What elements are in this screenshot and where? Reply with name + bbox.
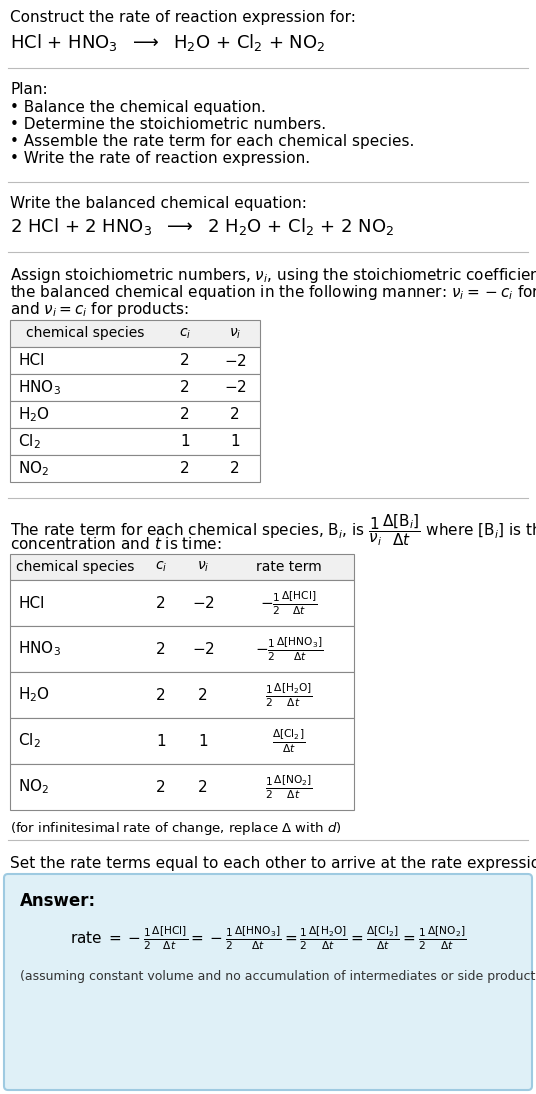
Text: $-\frac{1}{2}\frac{\Delta[\mathrm{HCl}]}{\Delta t}$: $-\frac{1}{2}\frac{\Delta[\mathrm{HCl}]}…: [260, 590, 318, 617]
Text: • Assemble the rate term for each chemical species.: • Assemble the rate term for each chemic…: [10, 133, 414, 149]
Text: • Determine the stoichiometric numbers.: • Determine the stoichiometric numbers.: [10, 117, 326, 132]
Text: Answer:: Answer:: [20, 892, 96, 910]
Bar: [10, 321, 260, 347]
Text: 1: 1: [230, 434, 240, 449]
Text: HCl: HCl: [18, 595, 44, 610]
Bar: [10, 626, 354, 672]
Text: $-\frac{1}{2}\frac{\Delta[\mathrm{HNO_3}]}{\Delta t}$: $-\frac{1}{2}\frac{\Delta[\mathrm{HNO_3}…: [255, 636, 323, 663]
Text: 2: 2: [156, 641, 166, 656]
Text: H$_2$O: H$_2$O: [18, 405, 50, 423]
Text: Construct the rate of reaction expression for:: Construct the rate of reaction expressio…: [10, 10, 356, 25]
Text: • Write the rate of reaction expression.: • Write the rate of reaction expression.: [10, 151, 310, 166]
Text: $\nu_i$: $\nu_i$: [197, 560, 209, 574]
Bar: [10, 672, 354, 718]
Bar: [10, 455, 260, 482]
Text: $\frac{1}{2}\frac{\Delta[\mathrm{H_2O}]}{\Delta t}$: $\frac{1}{2}\frac{\Delta[\mathrm{H_2O}]}…: [265, 682, 313, 709]
Text: Cl$_2$: Cl$_2$: [18, 432, 41, 451]
Text: $-2$: $-2$: [224, 352, 247, 369]
Text: 2: 2: [156, 595, 166, 610]
Text: the balanced chemical equation in the following manner: $\nu_i = -c_i$ for react: the balanced chemical equation in the fo…: [10, 283, 536, 302]
Text: $c_i$: $c_i$: [155, 560, 167, 574]
Text: $\frac{1}{2}\frac{\Delta[\mathrm{NO_2}]}{\Delta t}$: $\frac{1}{2}\frac{\Delta[\mathrm{NO_2}]}…: [265, 773, 313, 801]
FancyBboxPatch shape: [4, 874, 532, 1090]
Text: HCl + HNO$_3$  $\longrightarrow$  H$_2$O + Cl$_2$ + NO$_2$: HCl + HNO$_3$ $\longrightarrow$ H$_2$O +…: [10, 32, 325, 53]
Text: • Balance the chemical equation.: • Balance the chemical equation.: [10, 100, 266, 115]
Text: chemical species: chemical species: [26, 326, 144, 340]
Text: $-2$: $-2$: [224, 380, 247, 396]
Bar: [10, 401, 260, 428]
Text: Set the rate terms equal to each other to arrive at the rate expression:: Set the rate terms equal to each other t…: [10, 856, 536, 871]
Text: NO$_2$: NO$_2$: [18, 459, 49, 478]
Text: HNO$_3$: HNO$_3$: [18, 640, 61, 659]
Text: $c_i$: $c_i$: [179, 326, 191, 340]
Text: rate term: rate term: [256, 560, 322, 574]
Text: Write the balanced chemical equation:: Write the balanced chemical equation:: [10, 196, 307, 211]
Bar: [10, 554, 354, 580]
Text: and $\nu_i = c_i$ for products:: and $\nu_i = c_i$ for products:: [10, 300, 189, 319]
Text: 2: 2: [180, 407, 190, 422]
Text: 1: 1: [198, 733, 208, 748]
Bar: [10, 374, 260, 401]
Text: $\frac{\Delta[\mathrm{Cl_2}]}{\Delta t}$: $\frac{\Delta[\mathrm{Cl_2}]}{\Delta t}$: [272, 728, 306, 755]
Text: HCl: HCl: [18, 353, 44, 368]
Text: 2: 2: [230, 461, 240, 476]
Text: (for infinitesimal rate of change, replace $\Delta$ with $d$): (for infinitesimal rate of change, repla…: [10, 820, 342, 837]
Text: $-2$: $-2$: [191, 641, 214, 657]
Bar: [10, 347, 260, 374]
Text: HNO$_3$: HNO$_3$: [18, 379, 61, 397]
Text: 2: 2: [180, 380, 190, 395]
Text: 2: 2: [230, 407, 240, 422]
Text: rate $= -\frac{1}{2}\frac{\Delta[\mathrm{HCl}]}{\Delta t} = -\frac{1}{2}\frac{\D: rate $= -\frac{1}{2}\frac{\Delta[\mathrm…: [70, 924, 466, 952]
Text: $-2$: $-2$: [191, 595, 214, 612]
Text: NO$_2$: NO$_2$: [18, 778, 49, 796]
Text: 2: 2: [156, 780, 166, 794]
Bar: [10, 580, 354, 626]
Bar: [10, 428, 260, 455]
Text: H$_2$O: H$_2$O: [18, 686, 50, 705]
Text: 2: 2: [198, 687, 208, 702]
Text: 2 HCl + 2 HNO$_3$  $\longrightarrow$  2 H$_2$O + Cl$_2$ + 2 NO$_2$: 2 HCl + 2 HNO$_3$ $\longrightarrow$ 2 H$…: [10, 216, 394, 237]
Text: Assign stoichiometric numbers, $\nu_i$, using the stoichiometric coefficients, $: Assign stoichiometric numbers, $\nu_i$, …: [10, 266, 536, 286]
Text: chemical species: chemical species: [16, 560, 134, 574]
Text: Plan:: Plan:: [10, 82, 48, 97]
Bar: [10, 718, 354, 764]
Text: 2: 2: [180, 461, 190, 476]
Text: 1: 1: [156, 733, 166, 748]
Text: The rate term for each chemical species, B$_i$, is $\dfrac{1}{\nu_i}\dfrac{\Delt: The rate term for each chemical species,…: [10, 512, 536, 548]
Bar: [10, 764, 354, 810]
Text: $\nu_i$: $\nu_i$: [229, 326, 241, 340]
Text: concentration and $t$ is time:: concentration and $t$ is time:: [10, 536, 222, 552]
Text: 2: 2: [156, 687, 166, 702]
Text: 2: 2: [198, 780, 208, 794]
Text: Cl$_2$: Cl$_2$: [18, 732, 41, 750]
Text: 2: 2: [180, 353, 190, 368]
Text: (assuming constant volume and no accumulation of intermediates or side products): (assuming constant volume and no accumul…: [20, 970, 536, 984]
Text: 1: 1: [180, 434, 190, 449]
